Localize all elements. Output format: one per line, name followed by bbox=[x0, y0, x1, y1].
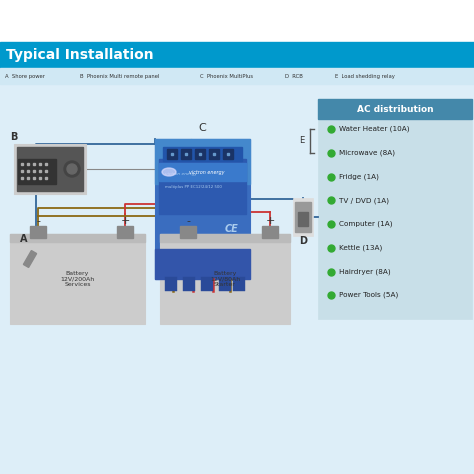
Bar bbox=[159, 159, 246, 214]
Polygon shape bbox=[23, 251, 36, 267]
Bar bbox=[318, 99, 472, 319]
Bar bbox=[155, 139, 250, 279]
Text: Microwave (8A): Microwave (8A) bbox=[339, 149, 395, 156]
Text: victron energy: victron energy bbox=[190, 170, 225, 174]
Bar bbox=[167, 149, 177, 159]
Text: Computer (1A): Computer (1A) bbox=[339, 221, 392, 227]
Text: AC distribution: AC distribution bbox=[357, 104, 433, 113]
Bar bbox=[183, 277, 195, 291]
Bar bbox=[0, 68, 474, 84]
Text: -: - bbox=[186, 216, 190, 226]
Bar bbox=[159, 163, 246, 181]
Bar bbox=[0, 84, 474, 474]
Bar bbox=[160, 234, 290, 324]
Bar bbox=[262, 226, 278, 238]
Bar bbox=[163, 147, 242, 161]
Text: Battery
12V/200Ah
Services: Battery 12V/200Ah Services bbox=[60, 271, 95, 287]
Text: multiplus PP EC12/24/12 500: multiplus PP EC12/24/12 500 bbox=[165, 185, 222, 189]
Ellipse shape bbox=[67, 164, 77, 174]
Bar bbox=[295, 202, 311, 232]
Bar bbox=[17, 147, 83, 191]
Bar bbox=[117, 226, 133, 238]
Bar bbox=[293, 198, 313, 236]
Bar bbox=[298, 212, 308, 226]
Bar bbox=[0, 42, 474, 68]
Bar bbox=[160, 234, 290, 242]
Text: C: C bbox=[199, 123, 206, 133]
Text: Power Tools (5A): Power Tools (5A) bbox=[339, 292, 398, 299]
Bar bbox=[180, 226, 196, 238]
Bar bbox=[155, 139, 250, 184]
Bar bbox=[155, 249, 250, 279]
Bar bbox=[181, 149, 191, 159]
Text: Kettle (13A): Kettle (13A) bbox=[339, 245, 382, 251]
Bar bbox=[223, 149, 233, 159]
Bar bbox=[10, 234, 145, 324]
Ellipse shape bbox=[162, 168, 176, 176]
Text: victron energy: victron energy bbox=[165, 172, 197, 176]
Text: Fridge (1A): Fridge (1A) bbox=[339, 173, 379, 180]
Bar bbox=[14, 144, 86, 194]
Text: E: E bbox=[299, 137, 304, 146]
Text: CE: CE bbox=[225, 224, 239, 234]
Text: -: - bbox=[36, 216, 40, 226]
Text: Battery
12V/80Ah
Starter: Battery 12V/80Ah Starter bbox=[210, 271, 240, 287]
Bar bbox=[165, 277, 177, 291]
Text: Hairdryer (8A): Hairdryer (8A) bbox=[339, 268, 391, 275]
Text: B: B bbox=[10, 132, 18, 142]
Text: Typical Installation: Typical Installation bbox=[6, 48, 154, 62]
Bar bbox=[201, 277, 213, 291]
Text: D: D bbox=[299, 236, 307, 246]
Bar bbox=[10, 234, 145, 242]
Bar bbox=[233, 277, 245, 291]
Bar bbox=[318, 99, 472, 119]
Text: C  Phoenix MultiPlus: C Phoenix MultiPlus bbox=[200, 73, 253, 79]
Text: +: + bbox=[265, 216, 275, 226]
Bar bbox=[195, 149, 205, 159]
Text: A: A bbox=[20, 234, 27, 244]
Text: B  Phoenix Multi remote panel: B Phoenix Multi remote panel bbox=[80, 73, 159, 79]
Text: E  Load shedding relay: E Load shedding relay bbox=[335, 73, 395, 79]
Bar bbox=[0, 0, 474, 44]
Text: D  RCB: D RCB bbox=[285, 73, 303, 79]
Text: A  Shore power: A Shore power bbox=[5, 73, 45, 79]
Text: Water Heater (10A): Water Heater (10A) bbox=[339, 126, 410, 132]
Bar bbox=[209, 149, 219, 159]
Bar bbox=[30, 226, 46, 238]
Bar bbox=[18, 159, 56, 184]
Bar bbox=[219, 277, 231, 291]
Text: TV / DVD (1A): TV / DVD (1A) bbox=[339, 197, 389, 203]
Polygon shape bbox=[19, 246, 41, 273]
Text: +: + bbox=[120, 216, 130, 226]
Ellipse shape bbox=[64, 161, 80, 177]
